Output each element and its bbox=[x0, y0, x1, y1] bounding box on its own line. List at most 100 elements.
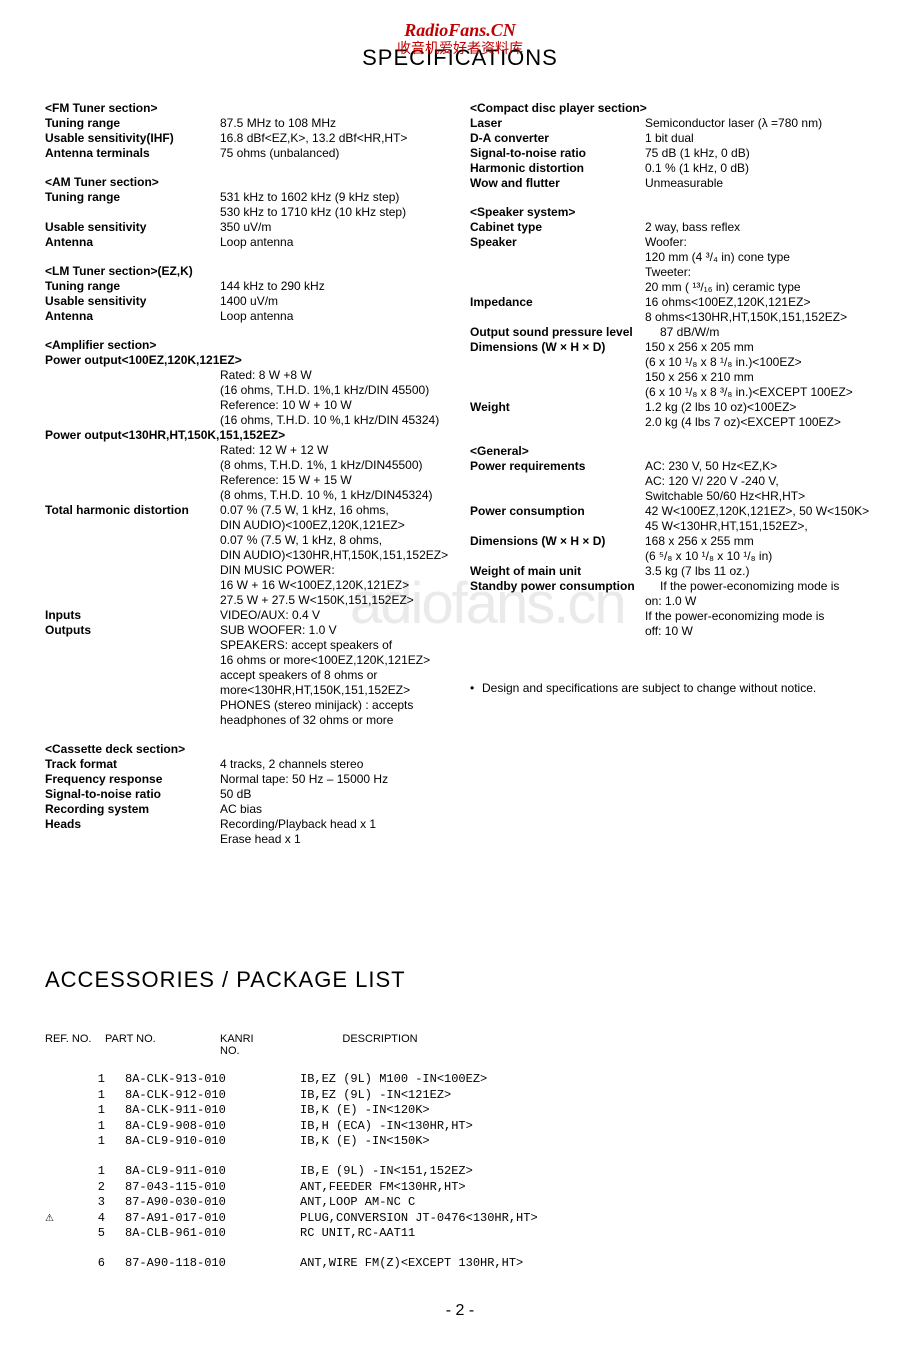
kanri-cell bbox=[260, 1226, 300, 1242]
po1-v4: (16 ohms, T.H.D. 10 %,1 kHz/DIN 45324) bbox=[220, 413, 450, 428]
cassette-section-head: <Cassette deck section> bbox=[45, 742, 450, 757]
sp-weight-label: Weight bbox=[470, 400, 645, 415]
power-cons-label: Power consumption bbox=[470, 504, 645, 519]
out-v6: PHONES (stereo minijack) : accepts bbox=[220, 698, 450, 713]
inputs-label: Inputs bbox=[45, 608, 220, 623]
right-column: <Compact disc player section> LaserSemic… bbox=[470, 101, 875, 847]
am-sens-label: Usable sensitivity bbox=[45, 220, 220, 235]
impedance-label: Impedance bbox=[470, 295, 645, 310]
warning-icon bbox=[45, 1119, 60, 1135]
fm-ant-label: Antenna terminals bbox=[45, 146, 220, 161]
design-note: • Design and specifications are subject … bbox=[470, 681, 875, 696]
po2-v4: (8 ohms, T.H.D. 10 %, 1 kHz/DIN45324) bbox=[220, 488, 450, 503]
freq-resp-value: Normal tape: 50 Hz – 15000 Hz bbox=[220, 772, 450, 787]
kanri-cell bbox=[260, 1195, 300, 1211]
rec-sys-value: AC bias bbox=[220, 802, 450, 817]
ref-no-cell: 3 bbox=[60, 1195, 125, 1211]
thd-v1: 0.07 % (7.5 W, 1 kHz, 16 ohms, bbox=[220, 503, 450, 518]
kanri-cell bbox=[260, 1164, 300, 1180]
ref-no-cell: 1 bbox=[60, 1164, 125, 1180]
wf-label: Wow and flutter bbox=[470, 176, 645, 191]
spc-v2: on: 1.0 W bbox=[645, 594, 875, 609]
part-no-cell: 8A-CLB-961-010 bbox=[125, 1226, 260, 1242]
out-v3: 16 ohms or more<100EZ,120K,121EZ> bbox=[220, 653, 450, 668]
osp-label: Output sound pressure level bbox=[470, 325, 660, 340]
cd-sn-label: Signal-to-noise ratio bbox=[470, 146, 645, 161]
page-number: - 2 - bbox=[45, 1302, 875, 1320]
bullet-icon: • bbox=[470, 681, 482, 696]
thd-v4: DIN AUDIO)<130HR,HT,150K,151,152EZ> bbox=[220, 548, 450, 563]
left-column: <FM Tuner section> Tuning range87.5 MHz … bbox=[45, 101, 450, 847]
part-no-cell: 87-A91-017-010 bbox=[125, 1211, 260, 1227]
spc-v1: If the power-economizing mode is bbox=[660, 579, 875, 594]
am-ant-value: Loop antenna bbox=[220, 235, 450, 250]
description-cell: IB,K (E) -IN<150K> bbox=[300, 1134, 875, 1150]
track-format-value: 4 tracks, 2 channels stereo bbox=[220, 757, 450, 772]
part-no-cell: 8A-CLK-912-010 bbox=[125, 1088, 260, 1104]
description-cell: ANT,FEEDER FM<130HR,HT> bbox=[300, 1180, 875, 1196]
fm-section-head: <FM Tuner section> bbox=[45, 101, 450, 116]
heads-v1: Recording/Playback head x 1 bbox=[220, 817, 450, 832]
spec-columns: <FM Tuner section> Tuning range87.5 MHz … bbox=[45, 101, 875, 847]
sp-dim-label: Dimensions (W × H × D) bbox=[470, 340, 645, 355]
part-no-cell: 8A-CL9-910-010 bbox=[125, 1134, 260, 1150]
lm-tuning-label: Tuning range bbox=[45, 279, 220, 294]
page-title: SPECIFICATIONS bbox=[45, 45, 875, 71]
po2-v2: (8 ohms, T.H.D. 1%, 1 kHz/DIN45500) bbox=[220, 458, 450, 473]
parts-table-header: REF. NO. PART NO. KANRI NO. DESCRIPTION bbox=[45, 1033, 875, 1057]
header-description: DESCRIPTION bbox=[280, 1033, 480, 1057]
ref-no-cell: 4 bbox=[60, 1211, 125, 1227]
hd-label: Harmonic distortion bbox=[470, 161, 645, 176]
dim2-v2: (6 ⁵/₈ x 10 ¹/₈ x 10 ¹/₈ in) bbox=[645, 549, 875, 564]
cas-sn-value: 50 dB bbox=[220, 787, 450, 802]
po1-v2: (16 ohms, T.H.D. 1%,1 kHz/DIN 45500) bbox=[220, 383, 450, 398]
cabinet-value: 2 way, bass reflex bbox=[645, 220, 875, 235]
ref-no-cell: 1 bbox=[60, 1134, 125, 1150]
parts-row: 18A-CLK-912-010IB,EZ (9L) -IN<121EZ> bbox=[45, 1088, 875, 1104]
am-tuning-label: Tuning range bbox=[45, 190, 220, 205]
warning-icon bbox=[45, 1103, 60, 1119]
da-value: 1 bit dual bbox=[645, 131, 875, 146]
accessories-title: ACCESSORIES / PACKAGE LIST bbox=[45, 967, 875, 993]
freq-resp-label: Frequency response bbox=[45, 772, 220, 787]
lm-sens-value: 1400 uV/m bbox=[220, 294, 450, 309]
dim-v2: (6 x 10 ¹/₈ x 8 ¹/₈ in.)<100EZ> bbox=[645, 355, 875, 370]
imp-v1: 16 ohms<100EZ,120K,121EZ> bbox=[645, 295, 875, 310]
po1-v3: Reference: 10 W + 10 W bbox=[220, 398, 450, 413]
out-v4: accept speakers of 8 ohms or bbox=[220, 668, 450, 683]
heads-label: Heads bbox=[45, 817, 220, 832]
thd-v6: 16 W + 16 W<100EZ,120K,121EZ> bbox=[220, 578, 450, 593]
warning-icon bbox=[45, 1195, 60, 1211]
parts-row: 387-A90-030-010ANT,LOOP AM-NC C bbox=[45, 1195, 875, 1211]
part-no-cell: 87-043-115-010 bbox=[125, 1180, 260, 1196]
description-cell: IB,H (ECA) -IN<130HR,HT> bbox=[300, 1119, 875, 1135]
thd-label: Total harmonic distortion bbox=[45, 503, 220, 518]
out-v1: SUB WOOFER: 1.0 V bbox=[220, 623, 450, 638]
ref-no-cell: 1 bbox=[60, 1103, 125, 1119]
warning-icon bbox=[45, 1088, 60, 1104]
thd-v7: 27.5 W + 27.5 W<150K,151,152EZ> bbox=[220, 593, 450, 608]
ref-no-cell: 5 bbox=[60, 1226, 125, 1242]
design-note-text: Design and specifications are subject to… bbox=[482, 681, 816, 696]
rec-sys-label: Recording system bbox=[45, 802, 220, 817]
watermark-site: RadioFans.CN bbox=[0, 20, 920, 41]
out-v7: headphones of 32 ohms or more bbox=[220, 713, 450, 728]
imp-v2: 8 ohms<130HR,HT,150K,151,152EZ> bbox=[645, 310, 875, 325]
thd-v2: DIN AUDIO)<100EZ,120K,121EZ> bbox=[220, 518, 450, 533]
thd-v3: 0.07 % (7.5 W, 1 kHz, 8 ohms, bbox=[220, 533, 450, 548]
osp-value: 87 dB/W/m bbox=[660, 325, 875, 340]
spk-v1: Woofer: bbox=[645, 235, 875, 250]
amp-section-head: <Amplifier section> bbox=[45, 338, 450, 353]
kanri-cell bbox=[260, 1180, 300, 1196]
fm-sens-value: 16.8 dBf<EZ,K>, 13.2 dBf<HR,HT> bbox=[220, 131, 450, 146]
track-format-label: Track format bbox=[45, 757, 220, 772]
kanri-cell bbox=[260, 1134, 300, 1150]
page: RadioFans.CN 收音机爱好者资料库 adiofans.cn SPECI… bbox=[0, 0, 920, 1360]
warning-icon bbox=[45, 1072, 60, 1088]
spk-v4: 20 mm ( ¹³/₁₆ in) ceramic type bbox=[645, 280, 875, 295]
wt-v1: 1.2 kg (2 lbs 10 oz)<100EZ> bbox=[645, 400, 875, 415]
cabinet-label: Cabinet type bbox=[470, 220, 645, 235]
wmu-label: Weight of main unit bbox=[470, 564, 645, 579]
warning-icon bbox=[45, 1256, 60, 1272]
po1-v1: Rated: 8 W +8 W bbox=[220, 368, 450, 383]
